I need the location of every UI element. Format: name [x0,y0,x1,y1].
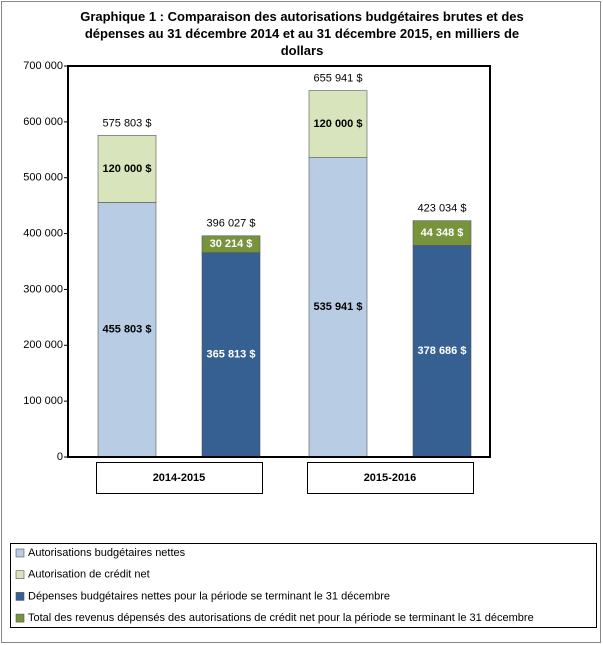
value-label: 44 348 $ [421,227,464,239]
value-label: 120 000 $ [314,118,363,130]
y-tick-label: 300 000 [23,283,63,295]
legend-entry: Dépenses budgétaires nettes pour la péri… [28,590,390,602]
bar-segment [308,90,368,158]
legend-box [10,543,597,628]
value-label: 535 941 $ [314,301,363,313]
total-label: 423 034 $ [418,203,467,215]
y-tick-label: 700 000 [23,60,63,72]
legend-entry: Autorisation de crédit net [28,569,150,581]
y-tick-label: 100 000 [23,395,63,407]
legend-swatch [15,592,25,601]
y-tick-label: 400 000 [23,227,63,239]
value-label: 365 813 $ [207,349,256,361]
legend-entry: Autorisations budgétaires nettes [28,547,186,559]
legend-swatch [15,570,25,580]
x-tick-label: 2015-2016 [364,472,417,484]
y-tick-label: 0 [57,451,63,463]
value-label: 30 214 $ [210,238,253,250]
legend-swatch [15,548,25,558]
value-label: 455 803 $ [103,324,152,336]
total-label: 575 803 $ [103,117,152,129]
category-box [96,462,263,494]
y-tick-label: 600 000 [23,116,63,128]
bar-segment [201,235,261,253]
value-label: 378 686 $ [418,345,467,357]
y-tick-label: 500 000 [23,172,63,184]
bar-segment [412,220,472,246]
legend-swatch [15,613,25,623]
chart-title: Graphique 1 : Comparaison des autorisati… [80,9,524,58]
total-label: 396 027 $ [207,218,256,230]
bar-segment [97,135,157,203]
value-label: 120 000 $ [103,163,152,175]
plot-frame [67,65,491,458]
legend-entry: Total des revenus dépensés des autorisat… [28,612,534,624]
x-tick-label: 2014-2015 [153,472,206,484]
category-box [307,462,474,494]
y-tick-label: 200 000 [23,339,63,351]
total-label: 655 941 $ [314,73,363,85]
